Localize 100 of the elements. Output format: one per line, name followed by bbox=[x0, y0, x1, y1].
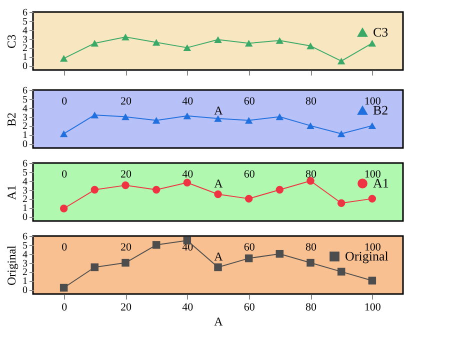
y-tick-label: 5 bbox=[22, 240, 28, 252]
y-tick-label: 3 bbox=[22, 185, 28, 196]
y-tick-label: 3 bbox=[22, 112, 28, 124]
x2-axis-title: A bbox=[214, 104, 224, 118]
point bbox=[368, 122, 376, 130]
y-tick-label: 4 bbox=[22, 249, 28, 260]
point bbox=[337, 130, 346, 138]
point bbox=[214, 190, 222, 198]
point bbox=[60, 130, 68, 138]
point bbox=[122, 34, 130, 40]
point bbox=[183, 44, 192, 52]
point bbox=[306, 258, 314, 267]
point bbox=[90, 40, 99, 47]
point bbox=[183, 178, 192, 186]
y-tick-label: 6 bbox=[22, 158, 28, 170]
point bbox=[276, 37, 284, 44]
point bbox=[214, 115, 222, 122]
y-tick-label: 1 bbox=[22, 52, 28, 64]
y-tick-label: 0 bbox=[22, 212, 28, 224]
y-tick-label: 0 bbox=[22, 139, 28, 150]
point bbox=[214, 263, 222, 272]
x2-tick-label: 80 bbox=[306, 168, 317, 180]
point bbox=[152, 38, 160, 46]
point bbox=[276, 250, 284, 258]
point bbox=[90, 186, 99, 194]
x2-axis-title: A bbox=[214, 176, 224, 190]
x2-tick-label: 20 bbox=[120, 168, 132, 180]
x2-tick-label: 20 bbox=[120, 302, 132, 314]
point bbox=[244, 254, 253, 262]
y-axis-title: C3 bbox=[4, 34, 18, 49]
y-tick-label: 4 bbox=[22, 25, 28, 36]
y-tick-label: 6 bbox=[22, 8, 28, 18]
point bbox=[276, 113, 284, 120]
x2-tick-label: 40 bbox=[182, 302, 194, 314]
point bbox=[60, 204, 68, 212]
point bbox=[244, 40, 253, 47]
y-tick-label: 2 bbox=[22, 267, 28, 278]
point bbox=[183, 112, 192, 120]
point bbox=[244, 116, 253, 124]
point bbox=[244, 194, 253, 203]
point bbox=[122, 181, 130, 190]
point bbox=[122, 113, 130, 120]
point bbox=[152, 241, 160, 249]
x2-tick-label: 100 bbox=[364, 96, 382, 108]
y-tick-label: 1 bbox=[22, 130, 28, 142]
x-tick-label: 60 bbox=[244, 242, 256, 254]
y-tick-label: 4 bbox=[22, 103, 28, 114]
point bbox=[368, 194, 376, 203]
x2-tick-label: 40 bbox=[182, 168, 194, 180]
point bbox=[337, 199, 346, 208]
y-tick-label: 0 bbox=[22, 61, 28, 72]
point bbox=[122, 258, 130, 267]
point bbox=[60, 284, 68, 292]
y-tick-label: 5 bbox=[22, 16, 28, 28]
x2-tick-label: 0 bbox=[62, 96, 68, 108]
y-tick-label: 3 bbox=[22, 34, 28, 46]
x-tick-label: 20 bbox=[120, 242, 132, 254]
point bbox=[337, 268, 346, 276]
y-axis-title: A1 bbox=[4, 185, 18, 200]
y-tick-label: 6 bbox=[22, 86, 28, 96]
x2-tick-label: 40 bbox=[182, 96, 194, 108]
y-tick-label: 1 bbox=[22, 276, 28, 288]
y-tick-label: 1 bbox=[22, 203, 28, 214]
y-tick-label: 0 bbox=[22, 285, 28, 296]
y-tick-label: 2 bbox=[22, 43, 28, 54]
point bbox=[60, 55, 68, 62]
x2-tick-label: 80 bbox=[306, 302, 317, 314]
x2-tick-label: 60 bbox=[244, 96, 256, 108]
point bbox=[368, 40, 376, 47]
y-axis-title: B2 bbox=[4, 112, 18, 127]
x2-tick-label: 100 bbox=[364, 302, 382, 314]
point bbox=[337, 58, 346, 64]
x2-tick-label: 80 bbox=[306, 96, 317, 108]
x2-axis-title: A bbox=[214, 250, 224, 264]
y-tick-label: 3 bbox=[22, 258, 28, 270]
point bbox=[306, 42, 314, 50]
y-axis-title: Original bbox=[4, 244, 18, 286]
x2-tick-label: 0 bbox=[62, 302, 68, 314]
legend-label: C3 bbox=[373, 24, 388, 40]
x2-tick-label: 60 bbox=[244, 302, 256, 314]
y-tick-label: 5 bbox=[22, 167, 28, 178]
x-tick-label: 100 bbox=[364, 242, 382, 254]
y-tick-label: 5 bbox=[22, 94, 28, 106]
y-tick-label: 2 bbox=[22, 194, 28, 206]
point bbox=[276, 186, 284, 194]
x2-tick-label: 0 bbox=[62, 168, 68, 180]
y-tick-label: 6 bbox=[22, 232, 28, 242]
point bbox=[90, 112, 99, 118]
x2-tick-label: 100 bbox=[364, 168, 382, 180]
x-tick-label: 0 bbox=[62, 242, 68, 254]
x2-tick-label: 60 bbox=[244, 168, 256, 180]
point bbox=[368, 276, 376, 284]
y-tick-label: 2 bbox=[22, 121, 28, 132]
x-tick-label: 80 bbox=[306, 242, 317, 254]
point bbox=[306, 122, 314, 130]
point bbox=[214, 36, 222, 44]
x-axis-title: A bbox=[214, 314, 224, 328]
point bbox=[152, 116, 160, 124]
y-tick-label: 4 bbox=[22, 176, 28, 188]
point bbox=[152, 186, 160, 194]
